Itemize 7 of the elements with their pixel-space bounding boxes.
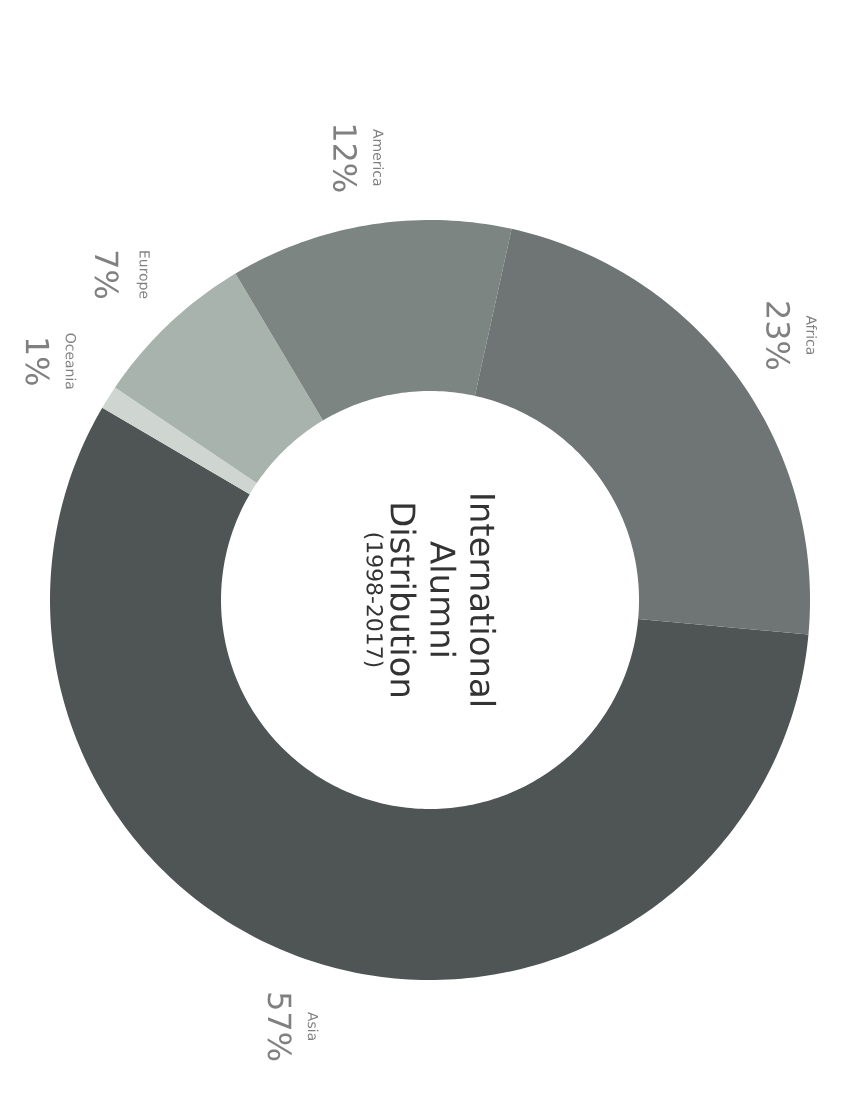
data-label: 1%: [25, 339, 50, 385]
text: (1998-2017): [363, 533, 384, 667]
data-label: 12%: [332, 125, 358, 192]
data-label: 7%: [94, 251, 119, 299]
data-label: 23%: [766, 302, 791, 370]
data-label: 57%: [267, 993, 292, 1061]
text: International Alumni Distribution: [390, 495, 497, 705]
